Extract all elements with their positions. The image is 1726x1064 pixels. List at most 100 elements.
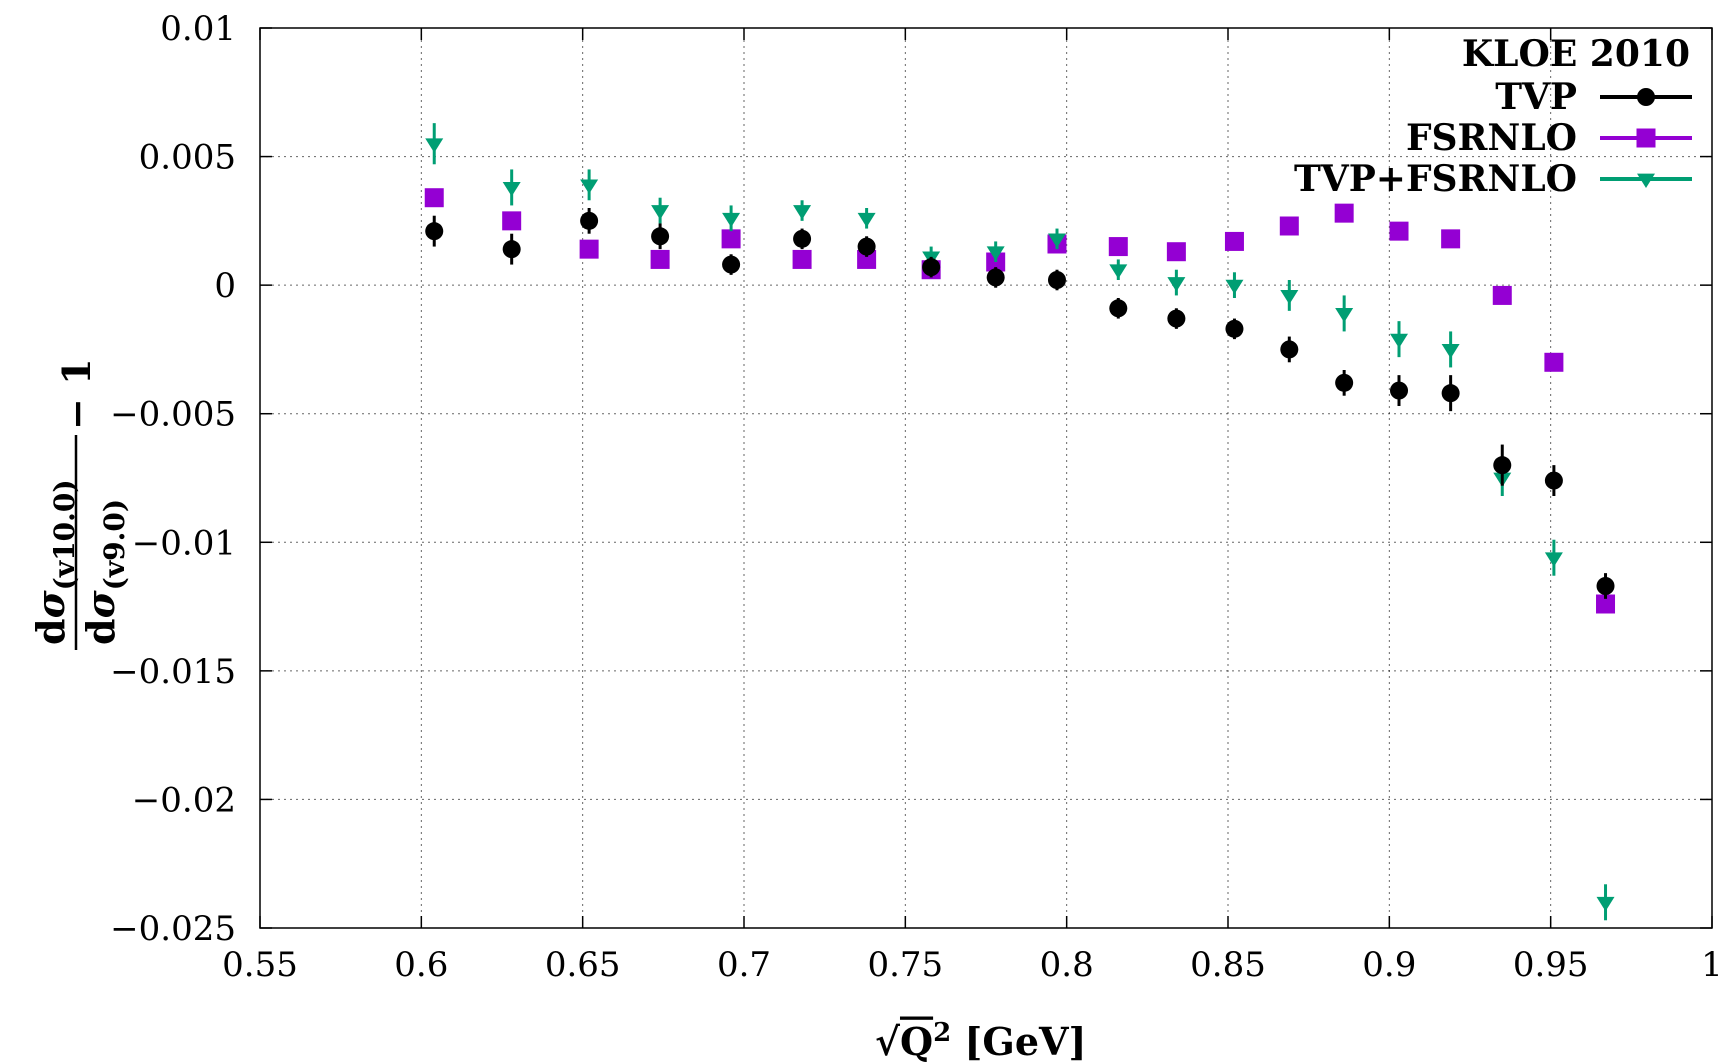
y-tick-label: −0.01 bbox=[132, 523, 236, 563]
data-point bbox=[793, 205, 812, 220]
data-point bbox=[1109, 264, 1128, 279]
data-point bbox=[793, 229, 812, 248]
data-point bbox=[722, 212, 741, 228]
x-axis-label-radical: √ bbox=[875, 1019, 901, 1064]
data-point bbox=[986, 246, 1005, 261]
data-point bbox=[1109, 299, 1128, 318]
x-tick-label: 0.75 bbox=[867, 945, 943, 985]
data-point bbox=[1335, 308, 1354, 323]
data-point bbox=[1544, 471, 1563, 490]
data-point bbox=[650, 249, 670, 269]
data-point bbox=[1167, 309, 1186, 328]
data-point bbox=[424, 188, 444, 208]
data-series bbox=[424, 123, 1616, 921]
y-tick-label: −0.02 bbox=[132, 780, 236, 820]
data-point bbox=[857, 237, 876, 256]
data-point bbox=[425, 222, 444, 241]
data-point bbox=[1335, 373, 1354, 392]
data-point bbox=[1493, 456, 1512, 475]
legend-entry-marker bbox=[1636, 128, 1656, 148]
legend-entry-marker bbox=[1637, 88, 1655, 106]
y-tick-label: 0.005 bbox=[139, 138, 236, 178]
series-fsrnlo bbox=[424, 188, 1616, 614]
y-tick-label: 0.01 bbox=[160, 9, 236, 49]
plot-frame bbox=[259, 27, 1713, 929]
x-tick-label: 0.8 bbox=[1040, 945, 1094, 985]
series-tvp bbox=[425, 208, 1615, 599]
data-point bbox=[1108, 237, 1128, 257]
data-point bbox=[1441, 384, 1460, 403]
x-tick-label: 0.65 bbox=[545, 945, 621, 985]
data-point bbox=[1596, 896, 1615, 912]
y-num-d: d bbox=[28, 618, 73, 645]
data-point bbox=[1279, 216, 1299, 236]
x-axis-label-text: √Q2 [GeV] bbox=[875, 1018, 1087, 1064]
y-axis-label-suffix: − 1 bbox=[54, 358, 99, 430]
data-point bbox=[986, 268, 1005, 287]
data-point bbox=[1390, 381, 1409, 400]
data-point bbox=[651, 205, 670, 220]
x-axis-label-var: Q bbox=[900, 1019, 933, 1064]
axis-ticks: 0.55 0.6 0.65 0.7 0.75 0.8 0.85 0.9 0.95 1 0.01 0.0… bbox=[110, 9, 1723, 985]
y-den-sigma: σ bbox=[78, 589, 123, 618]
x-tick-label: 0.85 bbox=[1190, 945, 1266, 985]
data-point bbox=[1389, 221, 1409, 241]
y-tick-label: −0.025 bbox=[110, 909, 236, 949]
data-point bbox=[579, 239, 599, 259]
legend-entry-label: FSRNLO bbox=[1406, 117, 1577, 159]
data-point bbox=[1280, 340, 1299, 359]
data-point bbox=[1167, 277, 1186, 292]
x-axis-label-sup: 2 bbox=[933, 1018, 951, 1048]
data-point bbox=[1441, 344, 1460, 359]
data-point bbox=[1225, 279, 1244, 295]
data-point bbox=[425, 138, 444, 153]
legend-title: KLOE 2010 bbox=[1462, 33, 1690, 75]
data-point bbox=[1280, 290, 1299, 305]
data-point bbox=[1334, 203, 1354, 223]
y-den-sub: (v9.0) bbox=[98, 499, 131, 590]
data-point bbox=[502, 211, 522, 231]
x-tick-label: 1 bbox=[1701, 945, 1723, 985]
y-tick-label: 0 bbox=[214, 266, 236, 306]
data-point bbox=[1544, 552, 1563, 567]
x-tick-label: 0.9 bbox=[1362, 945, 1416, 985]
data-point bbox=[1596, 594, 1616, 614]
data-point bbox=[502, 240, 521, 259]
data-point bbox=[721, 229, 741, 249]
data-point bbox=[580, 179, 599, 194]
data-point bbox=[1544, 352, 1564, 372]
data-point bbox=[1047, 233, 1066, 248]
y-tick-label: −0.015 bbox=[110, 652, 236, 692]
data-point bbox=[792, 249, 812, 269]
data-point bbox=[1492, 285, 1512, 305]
x-axis-label: √Q2 [GeV] bbox=[875, 1018, 1087, 1064]
series-tvp-fsrnlo bbox=[425, 123, 1615, 921]
x-tick-label: 0.7 bbox=[717, 945, 771, 985]
data-point bbox=[922, 258, 941, 277]
y-axis-label-denominator: dσ(v9.0) bbox=[78, 499, 131, 645]
data-point bbox=[1166, 242, 1186, 262]
data-point bbox=[580, 211, 599, 230]
data-point bbox=[502, 182, 521, 197]
data-point bbox=[1224, 231, 1244, 251]
data-point bbox=[1596, 577, 1615, 595]
legend-entry-label: TVP bbox=[1495, 76, 1577, 118]
x-axis-label-unit: [GeV] bbox=[951, 1019, 1086, 1064]
legend-entry-label: TVP+FSRNLO bbox=[1294, 158, 1577, 200]
x-tick-label: 0.95 bbox=[1513, 945, 1589, 985]
y-den-d: d bbox=[78, 618, 123, 645]
y-tick-label: −0.005 bbox=[110, 395, 236, 435]
x-tick-label: 0.55 bbox=[222, 945, 298, 985]
grid-lines bbox=[260, 28, 1712, 928]
data-point bbox=[1390, 333, 1409, 349]
data-point bbox=[651, 227, 670, 246]
data-point bbox=[857, 249, 877, 269]
data-point bbox=[722, 255, 741, 274]
y-axis-label: dσ(v10.0) dσ(v9.0) − 1 bbox=[28, 358, 131, 650]
data-point bbox=[857, 212, 876, 228]
y-axis-label-numerator: dσ(v10.0) bbox=[28, 479, 81, 645]
legend-entry-marker bbox=[1637, 173, 1655, 188]
data-point bbox=[1047, 271, 1066, 289]
